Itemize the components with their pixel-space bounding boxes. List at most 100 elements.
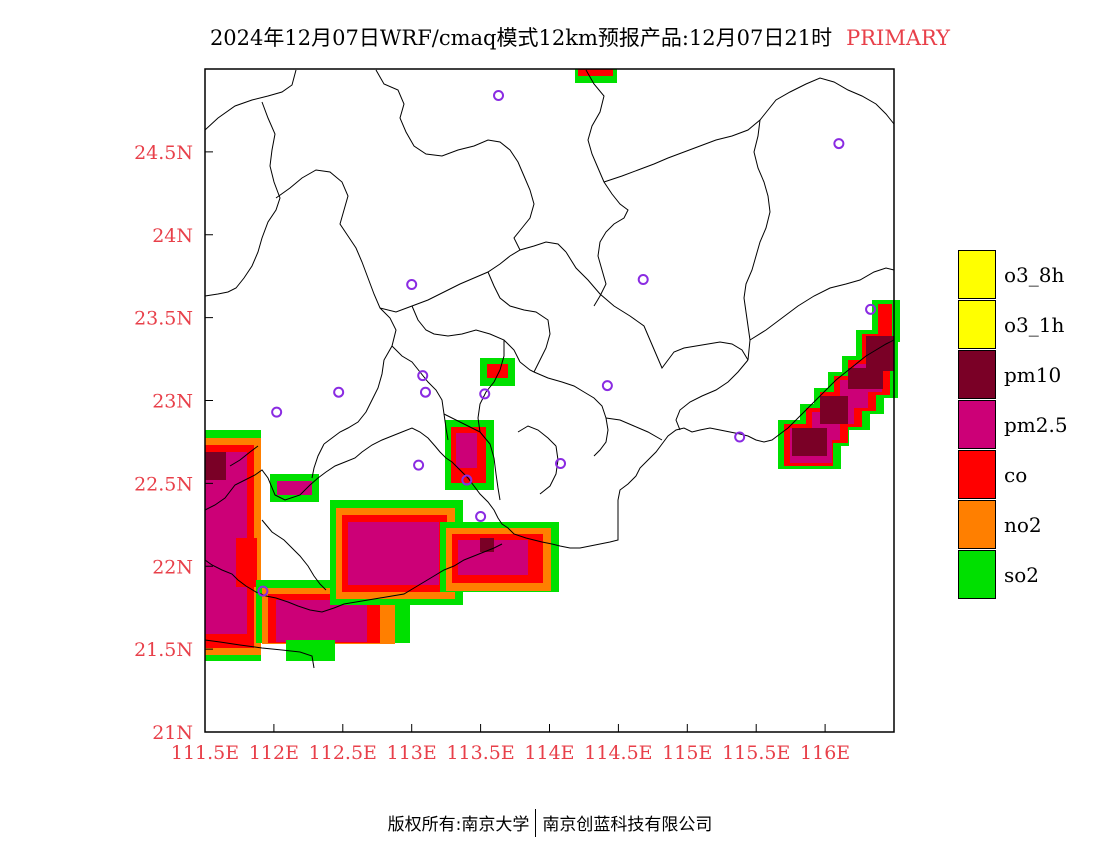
grid-cell — [268, 608, 275, 615]
x-tick-label: 115E — [662, 742, 712, 764]
grid-cell — [458, 568, 465, 575]
grid-cell — [508, 379, 515, 386]
grid-cell — [205, 557, 212, 564]
grid-cell — [386, 500, 393, 507]
grid-cell — [878, 318, 885, 325]
grid-cell — [465, 469, 472, 476]
grid-cell — [247, 459, 254, 466]
grid-cell — [440, 550, 447, 557]
grid-cell — [869, 382, 876, 389]
grid-cell — [212, 571, 219, 578]
grid-cell — [304, 607, 311, 614]
grid-cell — [330, 500, 337, 507]
grid-cell — [304, 614, 311, 621]
grid-cell — [344, 598, 351, 605]
grid-cell — [254, 571, 261, 578]
grid-cell — [233, 654, 240, 661]
grid-cell — [479, 441, 486, 448]
grid-cell — [536, 555, 543, 562]
grid-cell — [428, 598, 435, 605]
grid-cell — [360, 628, 367, 635]
grid-cell — [250, 559, 257, 566]
grid-cell — [353, 614, 360, 621]
grid-cell — [240, 654, 247, 661]
grid-cell — [383, 571, 390, 578]
grid-cell — [212, 599, 219, 606]
grid-cell — [298, 474, 305, 481]
grid-cell — [529, 569, 536, 576]
grid-cell — [778, 448, 785, 455]
grid-cell — [250, 566, 257, 573]
grid-cell — [283, 621, 290, 628]
grid-cell — [880, 336, 887, 343]
grid-cell — [212, 494, 219, 501]
grid-cell — [404, 578, 411, 585]
grid-cell — [445, 455, 452, 462]
grid-cell — [254, 494, 261, 501]
grid-cell — [390, 529, 397, 536]
grid-cell — [413, 508, 420, 515]
grid-cell — [391, 585, 398, 592]
grid-cell — [396, 636, 403, 643]
grid-cell — [456, 500, 463, 507]
grid-cell — [446, 570, 453, 577]
grid-cell — [494, 576, 501, 583]
grid-cell — [283, 588, 290, 595]
map-title: 2024年12月07日WRF/cmaq模式12km预报产品:12月07日21时 P… — [0, 22, 1100, 52]
grid-cell — [473, 420, 480, 427]
grid-cell — [284, 580, 291, 587]
grid-cell — [336, 536, 343, 543]
grid-cell — [284, 488, 291, 495]
grid-cell — [348, 550, 355, 557]
grid-cell — [348, 578, 355, 585]
grid-cell — [508, 358, 515, 365]
grid-cell — [578, 69, 585, 76]
grid-cell — [529, 541, 536, 548]
grid-cell — [330, 507, 337, 514]
grid-cell — [318, 588, 325, 595]
grid-cell — [862, 341, 869, 348]
grid-cell — [311, 621, 318, 628]
grid-cell — [486, 554, 493, 561]
grid-cell — [434, 508, 441, 515]
grid-cell — [847, 417, 854, 424]
grid-cell — [233, 515, 240, 522]
grid-cell — [507, 547, 514, 554]
grid-cell — [240, 606, 247, 613]
grid-cell — [507, 540, 514, 547]
grid-cell — [369, 550, 376, 557]
grid-cell — [465, 540, 472, 547]
grid-cell — [833, 426, 840, 433]
grid-cell — [863, 423, 870, 430]
grid-cell — [297, 607, 304, 614]
grid-cell — [346, 635, 353, 642]
grid-cell — [552, 571, 559, 578]
grid-cell — [385, 592, 392, 599]
grid-cell — [254, 473, 261, 480]
grid-cell — [370, 585, 377, 592]
grid-cell — [847, 401, 854, 408]
grid-cell — [243, 580, 250, 587]
station-marker — [493, 90, 505, 102]
grid-cell — [855, 375, 862, 382]
grid-cell — [537, 584, 544, 591]
grid-cell — [397, 557, 404, 564]
grid-cell — [297, 588, 304, 595]
grid-cell — [205, 536, 212, 543]
grid-cell — [283, 628, 290, 635]
grid-cell — [247, 445, 254, 452]
grid-cell — [458, 547, 465, 554]
grid-cell — [465, 568, 472, 575]
grid-cell — [544, 563, 551, 570]
grid-cell — [799, 428, 806, 435]
grid-cell — [452, 576, 459, 583]
grid-cell — [349, 585, 356, 592]
grid-cell — [879, 300, 886, 307]
grid-cell — [425, 550, 432, 557]
grid-cell — [411, 522, 418, 529]
grid-cell — [349, 515, 356, 522]
grid-cell — [866, 343, 873, 350]
grid-cell — [435, 500, 442, 507]
grid-cell — [411, 550, 418, 557]
grid-cell — [247, 522, 254, 529]
